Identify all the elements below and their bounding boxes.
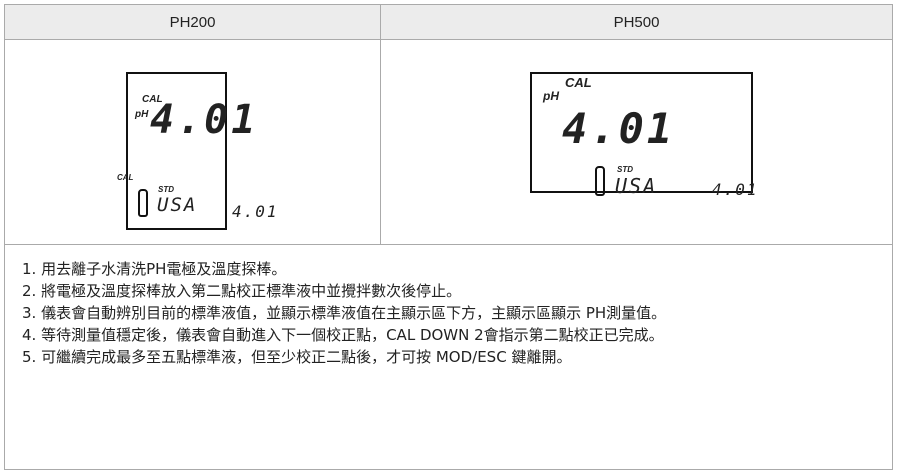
lcd-reading: 4.01 [150,97,259,143]
step: 2. 將電極及溫度探棒放入第二點校正標準液中並攪拌數次後停止。 [22,282,462,300]
probe-icon [138,189,148,217]
step: 1. 用去離子水清洗PH電極及溫度探棒。 [22,260,287,278]
lcd-label: pH [135,109,149,120]
side-reading: 4.01 [232,202,279,221]
lcd-label: CAL [142,94,163,105]
side-reading: 4.01 [712,180,759,199]
probe-icon [595,166,605,196]
lcd-label: STD [617,165,633,174]
column-header: PH200 [4,4,381,40]
steps: 1. 用去離子水清洗PH電極及溫度探棒。 2. 將電極及溫度探棒放入第二點校正標… [22,258,884,368]
column-header: PH500 [380,4,893,40]
step: 5. 可繼續完成最多至五點標準液，但至少校正二點後，才可按 MOD/ESC 鍵離… [22,348,572,366]
lcd-label: pH [543,89,559,103]
lcd-label: STD [158,185,174,194]
lcd-standard: USA [615,174,658,198]
step: 3. 儀表會自動辨別目前的標準液值，並顯示標準液值在主顯示區下方，主顯示區顯示 … [22,304,667,322]
lcd-display [126,72,227,230]
lcd-display [530,72,753,193]
step: 4. 等待測量值穩定後，儀表會自動進入下一個校正點，CAL DOWN 2會指示第… [22,326,664,344]
lcd-label: CAL [117,173,134,182]
lcd-label: CAL [565,75,592,90]
lcd-reading: 4.01 [562,104,676,153]
text-cell [4,244,893,470]
lcd-standard: USA [157,194,198,216]
